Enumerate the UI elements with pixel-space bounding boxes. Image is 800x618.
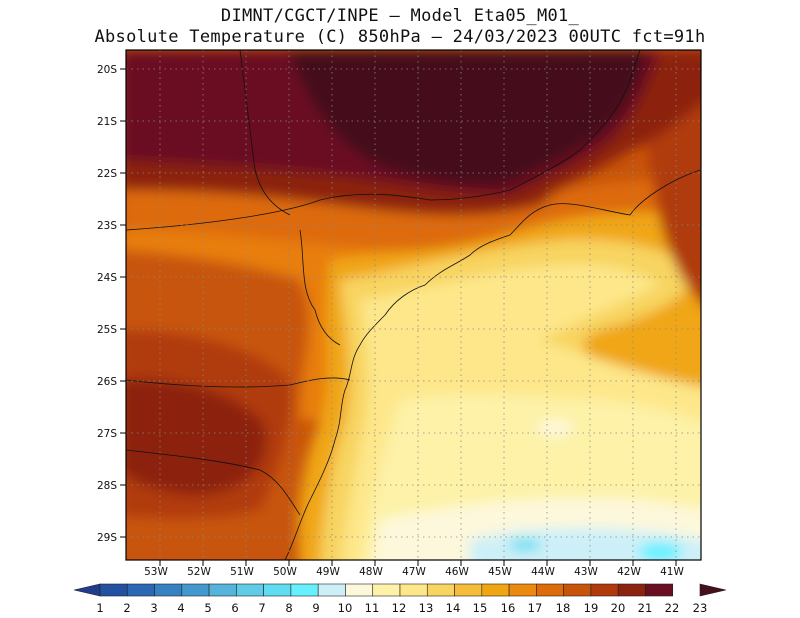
- temperature-field: [126, 50, 701, 560]
- lon-label: 44W: [531, 566, 555, 578]
- lat-label: 28S: [97, 480, 117, 492]
- colorbar-swatch: [399, 583, 428, 597]
- colorbar-label: 10: [338, 601, 353, 615]
- lon-label: 47W: [402, 566, 426, 578]
- colorbar-arrow-low: [73, 583, 101, 597]
- colorbar: [73, 583, 727, 597]
- lat-label: 24S: [97, 272, 117, 284]
- lon-label: 45W: [488, 566, 512, 578]
- colorbar-label: 18: [556, 601, 571, 615]
- colorbar-swatch: [99, 583, 128, 597]
- chart-title-line-2: Absolute Temperature (C) 850hPa – 24/03/…: [94, 27, 706, 47]
- colorbar-label: 15: [473, 601, 488, 615]
- lon-label: 42W: [617, 566, 641, 578]
- colorbar-swatch: [645, 583, 674, 597]
- lon-label: 48W: [359, 566, 383, 578]
- lat-label: 23S: [97, 220, 117, 232]
- colorbar-label: 14: [446, 601, 461, 615]
- colorbar-label: 22: [665, 601, 680, 615]
- lat-label: 22S: [97, 168, 117, 180]
- coastline: [126, 50, 701, 560]
- colorbar-swatch: [481, 583, 510, 597]
- map-grid: [126, 50, 701, 560]
- lon-label: 53W: [144, 566, 168, 578]
- lat-label: 20S: [97, 64, 117, 76]
- lat-label: 29S: [97, 532, 117, 544]
- colorbar-label: 11: [365, 601, 380, 615]
- colorbar-label: 17: [528, 601, 543, 615]
- latitude-axis: 20S 21S 22S 23S 24S 25S 26S 27S 28S 29S: [97, 64, 126, 544]
- colorbar-swatch: [290, 583, 319, 597]
- colorbar-label: 13: [419, 601, 434, 615]
- colorbar-label: 3: [150, 601, 157, 615]
- lon-label: 41W: [660, 566, 684, 578]
- longitude-axis: 53W 52W 51W 50W 49W 48W 47W 46W 45W 44W …: [144, 560, 684, 578]
- colorbar-label: 16: [501, 601, 516, 615]
- colorbar-swatch: [345, 583, 374, 597]
- colorbar-label: 6: [231, 601, 238, 615]
- colorbar-label: 12: [392, 601, 407, 615]
- lon-label: 46W: [445, 566, 469, 578]
- lat-label: 26S: [97, 376, 117, 388]
- lat-label: 27S: [97, 428, 117, 440]
- colorbar-label: 5: [204, 601, 211, 615]
- lat-label: 21S: [97, 116, 117, 128]
- colorbar-arrow-high: [699, 583, 727, 597]
- colorbar-swatch: [536, 583, 564, 597]
- lon-label: 49W: [316, 566, 340, 578]
- colorbar-label: 9: [312, 601, 319, 615]
- colorbar-label: 19: [584, 601, 599, 615]
- colorbar-label: 4: [177, 601, 184, 615]
- colorbar-label: 1: [96, 601, 103, 615]
- colorbar-label: 2: [123, 601, 130, 615]
- colorbar-swatch: [126, 583, 155, 597]
- colorbar-label: 8: [285, 601, 292, 615]
- colorbar-swatch: [317, 583, 346, 597]
- map-frame: [125, 49, 702, 561]
- lon-label: 43W: [574, 566, 598, 578]
- colorbar-label: 20: [611, 601, 626, 615]
- colorbar-swatch: [236, 583, 264, 597]
- colorbar-labels: 1 2 3 4 5 6 7 8 9 10 11 12 13 14 15 16 1…: [96, 601, 707, 615]
- colorbar-swatch: [154, 583, 183, 597]
- colorbar-swatch: [617, 583, 646, 597]
- colorbar-swatch: [563, 583, 592, 597]
- colorbar-label: 21: [638, 601, 653, 615]
- colorbar-label: 7: [258, 601, 265, 615]
- lon-label: 51W: [230, 566, 254, 578]
- colorbar-swatch: [263, 583, 292, 597]
- colorbar-swatch: [372, 583, 401, 597]
- colorbar-swatch: [590, 583, 619, 597]
- colorbar-swatch: [181, 583, 210, 597]
- colorbar-swatch: [208, 583, 237, 597]
- lon-label: 52W: [187, 566, 211, 578]
- colorbar-swatch: [454, 583, 483, 597]
- colorbar-label: 23: [693, 601, 708, 615]
- colorbar-swatch: [508, 583, 537, 597]
- lon-label: 50W: [273, 566, 297, 578]
- colorbar-swatch: [426, 583, 455, 597]
- lat-label: 25S: [97, 324, 117, 336]
- chart-title-line-1: DIMNT/CGCT/INPE – Model Eta05_M01_: [220, 6, 580, 26]
